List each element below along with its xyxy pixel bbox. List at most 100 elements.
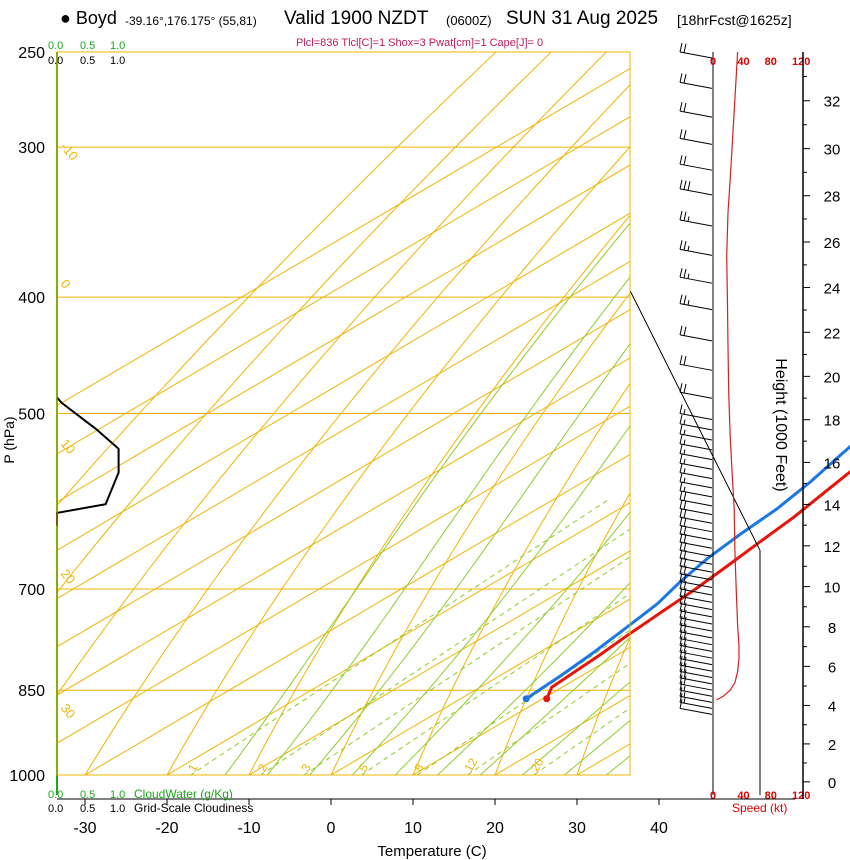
moist-adiabat-line [436,582,630,775]
isotherm-line [57,212,630,551]
wind-barb [679,454,713,470]
barb-feather [679,662,683,672]
isotherm-line [166,502,630,775]
barb-feather [679,499,683,509]
barb-feather [683,295,687,305]
isotherm-line [57,405,630,744]
barb-feather [683,383,687,394]
height-tick-label: 0 [828,775,836,792]
wind-barb [679,268,713,284]
bullet-icon: ● [60,8,71,28]
barb-staff [679,334,713,342]
barb-half-feather [683,419,686,425]
sounding-traces [522,444,850,703]
station-name: Boyd [75,8,117,28]
barb-feather [683,102,687,112]
wind-barb [679,414,713,431]
barb-feather [683,588,687,598]
barb-feather [679,268,683,278]
barb-feather [679,564,683,574]
height-tick-label: 28 [824,189,841,206]
barb-staff [679,219,713,227]
cloudiness-top-tick: 1.0 [110,55,125,67]
pressure-tick-label: 300 [18,140,45,157]
wind-barb [679,240,713,256]
cloudwater-title: CloudWater (g/Kg) [134,787,233,801]
cloudwater-bottom-tick: 0.0 [48,789,63,801]
barb-half-feather [683,458,686,465]
barb-feather [679,434,683,444]
barb-feather [683,241,687,251]
wind-barb [679,383,713,399]
height-tick-label: 8 [828,620,836,637]
barb-half-feather [683,486,686,492]
x-tick-label: 0 [327,820,336,837]
barb-feather [679,42,683,53]
station-title: ● Boyd [60,8,117,29]
moist-adiabat-line [563,719,630,775]
y-axis-title: P (hPa) [1,416,17,463]
barb-staff [679,363,713,371]
barb-feather [683,609,687,619]
x-tick-label: 30 [568,820,586,837]
moist-adiabat-line [479,636,630,775]
mixing-ratio-line [532,707,630,775]
barb-staff [679,508,713,516]
mixing-ratio-line [189,499,609,775]
isotherm-line [412,646,630,775]
barb-half-feather [683,685,686,692]
barb-feather [683,549,687,560]
isotherm-line [84,453,630,775]
pressure-tick-label: 400 [18,290,45,307]
barb-feather [679,629,683,639]
barb-feather [679,579,683,590]
barb-half-feather [683,439,686,445]
barb-feather [683,268,687,279]
barb-half-feather [687,245,690,251]
temperature-surface-dot [543,695,551,703]
wind-barb [679,687,713,703]
barb-feather [683,602,687,612]
speed-top-tick: 80 [765,56,777,68]
isotherm-line [494,695,630,775]
wind-barb [679,693,713,709]
isotherm-line [57,309,630,648]
barb-feather [683,129,687,140]
barb-feather [683,650,687,660]
moist-adiabat-line [351,425,630,775]
x-tick-label: -20 [155,820,178,837]
isotherm-line [57,116,630,455]
height-tick-label: 14 [824,497,841,514]
barb-half-feather [687,300,690,306]
barb-feather [679,687,683,697]
barb-staff [679,137,713,145]
height-tick-label: 30 [824,142,841,159]
barb-feather [679,294,683,304]
height-axis-title: Height (1000 Feet) [772,358,789,491]
dry-adiabat-label: 10 [58,436,79,457]
barb-feather [683,630,687,640]
height-tick-label: 20 [824,369,841,386]
barb-feather [679,404,683,414]
barb-staff [679,51,713,59]
cloudiness-bottom-tick: 0.5 [80,803,95,815]
barb-feather [687,181,691,191]
wind-barb [679,434,713,451]
barb-staff [679,110,713,118]
valid-time: Valid 1900 NZDT [284,8,429,29]
barb-half-feather [683,429,686,435]
barb-feather [679,73,683,83]
barb-feather [683,565,687,575]
wind-barb [679,325,713,342]
barb-feather [679,490,683,500]
wind-barb [679,444,713,461]
barb-half-feather [683,409,686,415]
moist-adiabat-line [521,681,630,775]
barb-feather [683,211,687,221]
pressure-tick-label: 700 [18,582,45,599]
cloudiness-bottom-tick: 0.0 [48,803,63,815]
barb-feather [679,414,683,424]
barb-feather [683,533,687,544]
